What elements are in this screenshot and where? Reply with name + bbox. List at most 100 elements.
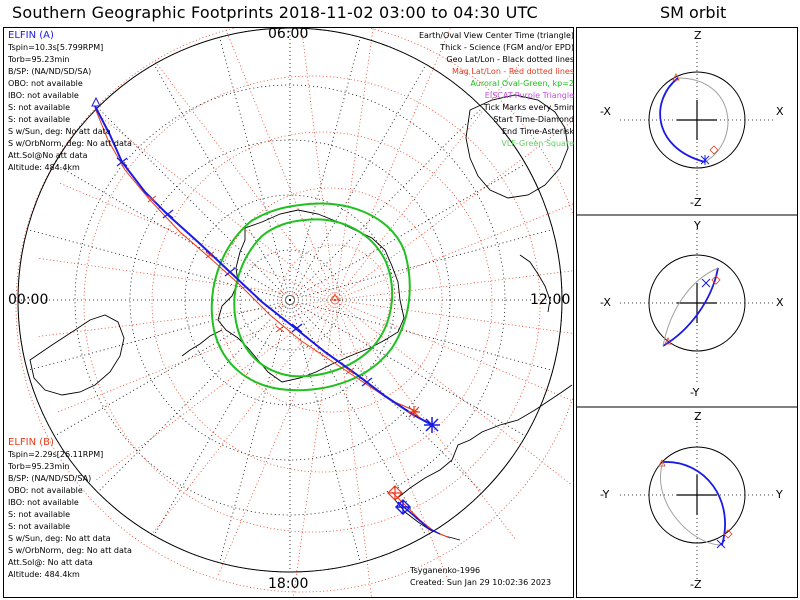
elfin-a-line: B/SP: (NA/ND/SD/SA) [8,67,92,76]
legend-entry: Auroral Oval-Green, kp=2 [470,79,574,88]
mag-lat-circles [15,28,573,593]
legend-entry: Geo Lat/Lon - Black dotted lines [446,55,574,64]
elfin-a-line: OBO: not available [8,79,83,88]
grid-line [97,107,291,301]
legend-entry: Tick Marks every 5min [483,103,574,112]
legend-entry: Mag Lat/Lon - Red dotted lines [451,67,574,76]
grid-line [289,229,553,301]
sm-orbit-frame [576,27,798,598]
legend-entry: End Time-Asterisk [501,127,574,136]
grid-line [27,299,291,371]
south-america-coastline [394,384,573,541]
elfin-b-line: IBO: not available [8,498,79,507]
legend-entry: EISCAT-Purple Triangle [484,91,574,100]
grid-line [56,299,336,413]
elfin-a-line: S w/OrbNorm, deg: No att data [8,139,132,148]
elfin-b-end-asterisk [408,406,420,418]
sm1-label-left: -X [600,105,611,118]
grid-line [219,299,291,563]
hour-label-bottom: 18:00 [268,576,309,592]
elfin-a-line: Altitude: 484.4km [8,163,80,172]
elfin-b-line: Att.Sol@: No att data [8,558,93,567]
grid-line [289,299,427,536]
sm2-label-bottom: -Y [690,386,700,399]
nz-coastline [519,254,551,313]
elfin-a-track-south [397,501,441,535]
page-title: Southern Geographic Footprints 2018-11-0… [12,3,538,22]
grid-line [292,299,336,597]
grid-line [153,299,291,536]
elfin-b-start-diamond [387,485,403,501]
elfin-a-line: S: not available [8,115,71,124]
elfin-b-track [94,107,419,413]
grid-line [334,299,448,579]
legend-entry: Thick - Science (FGM and/or EPD) [440,43,574,52]
sm-orbit-panels [577,38,798,580]
sm3-label-right: Y [776,488,783,501]
grid-line [289,107,483,301]
grid-line [54,163,291,301]
elfin-b-line: S: not available [8,522,71,531]
elfin-a-tick-marks [116,157,373,387]
elfin-b-line: Torb=95.23min [8,462,70,471]
sm-orbit-title: SM orbit [660,3,727,22]
sm3-label-top: Z [694,410,702,423]
grid-line [334,299,572,486]
credits-created: Created: Sun Jan 29 10:02:36 2023 [410,578,552,587]
elfin-a-info: ELFIN (A) Tspin=10.3s[5.799RPM] Torb=95.… [8,30,132,174]
legend-entry: VLF-Green Square [501,139,574,148]
elfin-b-line: S: not available [8,510,71,519]
elfin-a-line: Att.Sol@No att data [8,151,88,160]
elfin-b-line: S w/Sun, deg: No att data [8,534,111,543]
grid-line [98,114,336,301]
footprint-map [15,28,573,597]
credits: Tsyganenko-1996 Created: Sun Jan 29 10:0… [410,565,551,589]
elfin-b-line: OBO: not available [8,486,83,495]
sm1-label-bottom: -Z [690,196,702,209]
map-boundary [17,28,563,573]
grid-line [334,270,573,301]
grid-line [334,299,372,597]
grid-line [334,120,573,301]
hour-label-top: 06:00 [268,26,309,42]
sm2-label-right: X [776,296,784,309]
grid-line [154,60,336,301]
grid-line [301,28,336,301]
grid-line [334,63,521,301]
elfin-b-line: Altitude: 484.4km [8,570,80,579]
grid-line [58,182,336,301]
geo-lon-lines [18,28,562,572]
sm2-label-top: Y [694,219,701,232]
grid-line [334,299,573,402]
elfin-b-info: ELFIN (B) Tspin=2.29s[26.11RPM] Torb=95.… [8,437,132,581]
sm1-label-top: Z [694,29,702,42]
elfin-a-end-asterisk [424,417,440,433]
sm-panel-xz [620,38,775,202]
australia-coastline [465,94,569,199]
elfin-b-line: B/SP: (NA/ND/SD/SA) [8,474,92,483]
sm2-label-left: -X [600,296,611,309]
map-frame [3,27,574,598]
sm-panel-xy [620,225,775,385]
grid-line [289,37,361,301]
elfin-b-line: S w/OrbNorm, deg: No att data [8,546,132,555]
hour-label-right: 12:00 [530,292,571,308]
view-center-triangle-b [331,293,339,301]
grid-line [289,64,427,301]
grid-line [289,299,361,563]
elfin-a-line: IBO: not available [8,91,79,100]
hour-label-left: 00:00 [8,292,49,308]
elfin-b-track-south [391,491,451,539]
auroral-oval-inner [233,218,394,378]
elfin-a-line: Torb=95.23min [8,55,70,64]
grid-line [27,229,291,301]
auroral-oval-outer [210,202,411,392]
grid-line [334,299,573,334]
elfin-b-line: Tspin=2.29s[26.11RPM] [8,450,104,459]
grid-line [224,28,336,301]
grid-line [334,203,573,301]
elfin-a-line: S w/Sun, deg: No att data [8,127,111,136]
africa-coastline [29,314,125,396]
credits-author: Tsyganenko-1996 [410,566,481,575]
sm-panel-yz [620,418,775,580]
